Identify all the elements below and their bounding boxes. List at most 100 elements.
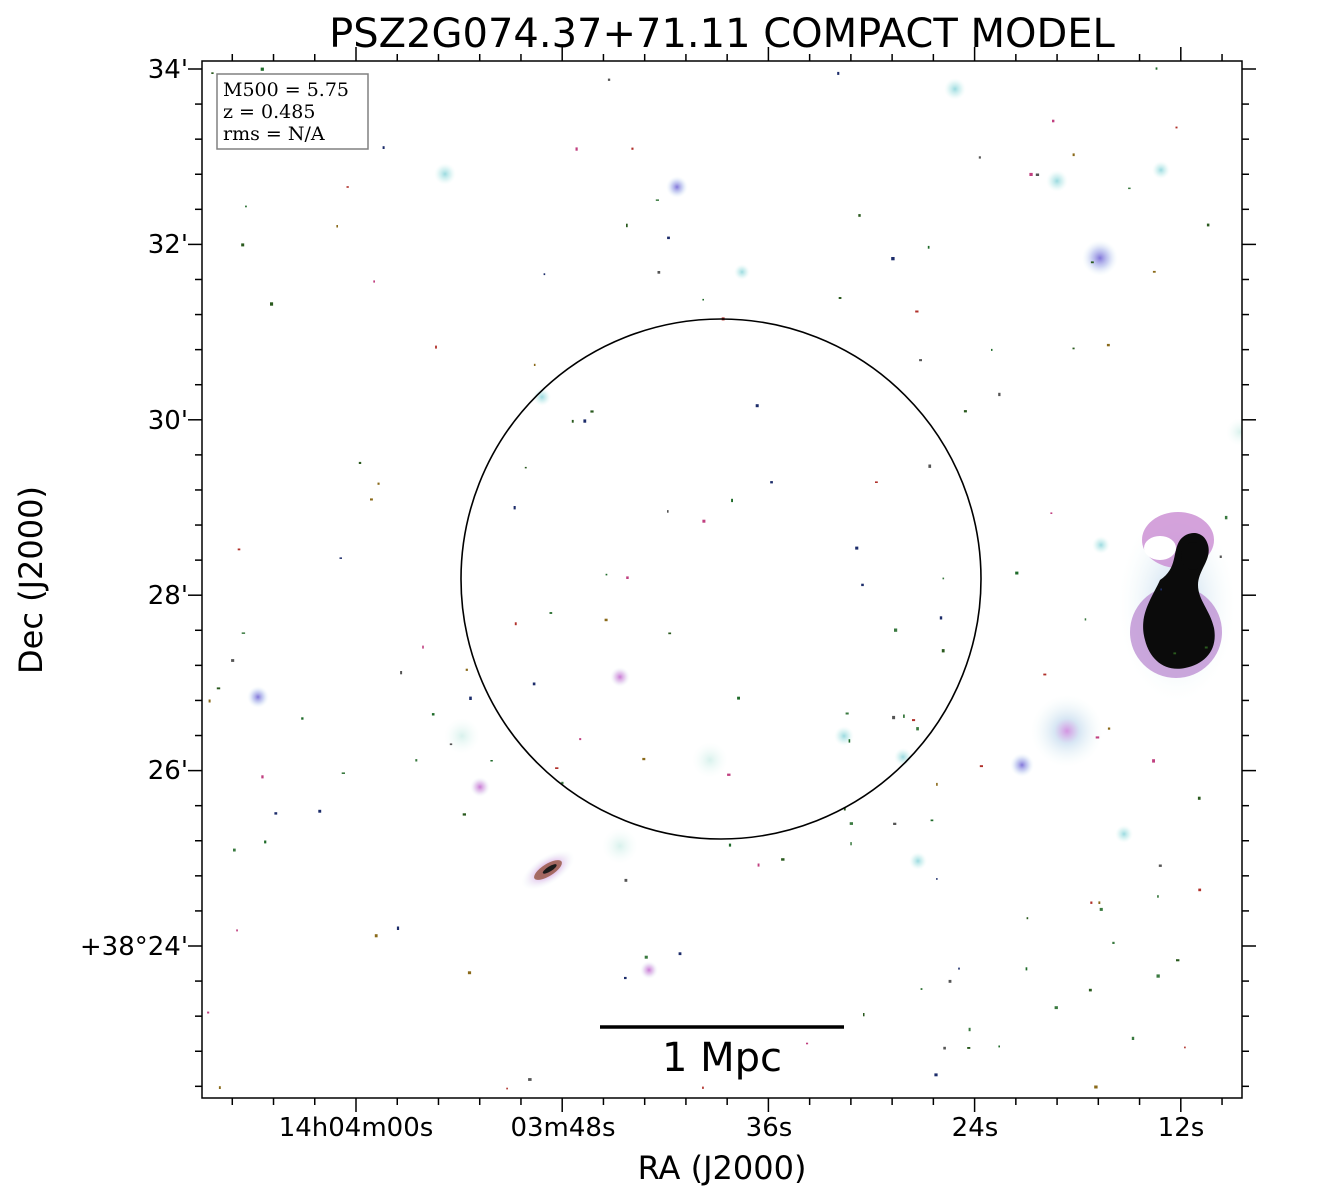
noise-speck (233, 848, 236, 852)
noise-speck (770, 481, 773, 484)
noise-speck (241, 243, 245, 247)
noise-speck (667, 236, 670, 240)
noise-speck (892, 715, 896, 720)
x-axis-label: RA (J2000) (638, 1149, 807, 1187)
noise-speck (1173, 652, 1177, 655)
noise-speck (1152, 270, 1156, 273)
noise-speck (928, 464, 932, 468)
noise-speck (875, 481, 878, 483)
noise-speck (916, 727, 919, 731)
noise-speck (702, 298, 704, 301)
noise-speck (1157, 895, 1159, 898)
noise-speck (757, 863, 760, 867)
noise-speck (991, 348, 993, 351)
noise-speck (1090, 901, 1093, 904)
noise-speck (941, 649, 945, 653)
noise-speck (561, 781, 564, 785)
noise-speck (806, 1042, 809, 1045)
noise-speck (1197, 796, 1201, 800)
point-source (1115, 825, 1133, 843)
noise-speck (605, 573, 608, 576)
noise-speck (1072, 153, 1075, 157)
y-tick-label: 26' (148, 756, 188, 786)
noise-speck (667, 510, 669, 513)
noise-speck (728, 843, 732, 847)
noise-speck (894, 628, 898, 632)
plot-frame (201, 60, 1243, 1099)
r500-circle (460, 318, 982, 840)
noise-speck (893, 822, 897, 825)
noise-speck (998, 392, 1001, 397)
noise-speck (930, 819, 934, 822)
sky-image (207, 67, 1242, 1090)
noise-speck (543, 273, 546, 276)
point-source (1010, 753, 1034, 777)
noise-speck (261, 775, 264, 779)
noise-speck (737, 696, 740, 700)
point-source (1046, 170, 1068, 192)
x-tick-label: 24s (952, 1113, 999, 1143)
noise-speck (845, 712, 849, 715)
info-mass: M500 = 5.75 (223, 79, 349, 101)
noise-speck (978, 156, 981, 159)
noise-speck (958, 967, 960, 970)
noise-speck (1094, 1085, 1098, 1089)
noise-speck (449, 743, 453, 746)
noise-speck (400, 671, 403, 675)
noise-speck (549, 612, 553, 614)
noise-speck (336, 225, 338, 228)
noise-speck (727, 773, 731, 776)
noise-speck (469, 696, 472, 700)
info-rms: rms = N/A (223, 123, 325, 145)
y-tick-label: 32' (148, 230, 188, 260)
plot-area (202, 61, 1242, 1098)
noise-speck (341, 772, 345, 774)
noise-speck (1050, 512, 1053, 514)
noise-speck (370, 498, 373, 501)
noise-speck (920, 988, 923, 990)
point-source (894, 748, 912, 766)
noise-speck (626, 576, 629, 579)
noise-speck (849, 822, 853, 825)
noise-speck (583, 419, 587, 423)
noise-speck (642, 757, 646, 761)
noise-speck (415, 759, 418, 762)
point-source (640, 961, 658, 979)
noise-speck (927, 245, 930, 249)
noise-speck (270, 302, 274, 306)
noise-speck (631, 147, 634, 150)
noise-speck (1088, 988, 1092, 992)
noise-speck (241, 632, 246, 634)
noise-speck (1072, 347, 1075, 350)
noise-speck (891, 257, 895, 261)
noise-speck (948, 979, 952, 983)
noise-speck (607, 78, 611, 81)
noise-speck (668, 632, 672, 635)
noise-speck (967, 1047, 971, 1049)
noise-speck (431, 713, 435, 716)
noise-speck (863, 1013, 865, 1017)
y-tick-label: +38°24' (80, 932, 188, 962)
noise-speck (1206, 223, 1210, 227)
noise-speck (1198, 888, 1202, 892)
x-tick-label: 12s (1158, 1113, 1205, 1143)
noise-speck (936, 782, 938, 786)
noise-speck (1035, 173, 1040, 176)
y-tick-label: 30' (148, 406, 188, 436)
noise-speck (1160, 588, 1162, 591)
noise-speck (624, 878, 628, 882)
faint-source (692, 742, 728, 778)
point-source (533, 388, 551, 406)
noise-speck (245, 205, 247, 208)
noise-speck (524, 466, 527, 469)
noise-speck (755, 404, 759, 408)
noise-speck (942, 577, 945, 580)
noise-speck (571, 419, 574, 423)
noise-speck (218, 1086, 221, 1089)
noise-speck (678, 952, 682, 956)
noise-speck (1112, 941, 1115, 944)
noise-speck (939, 616, 943, 620)
noise-speck (339, 557, 342, 559)
noise-specks (207, 67, 1228, 1090)
noise-speck (838, 297, 842, 299)
